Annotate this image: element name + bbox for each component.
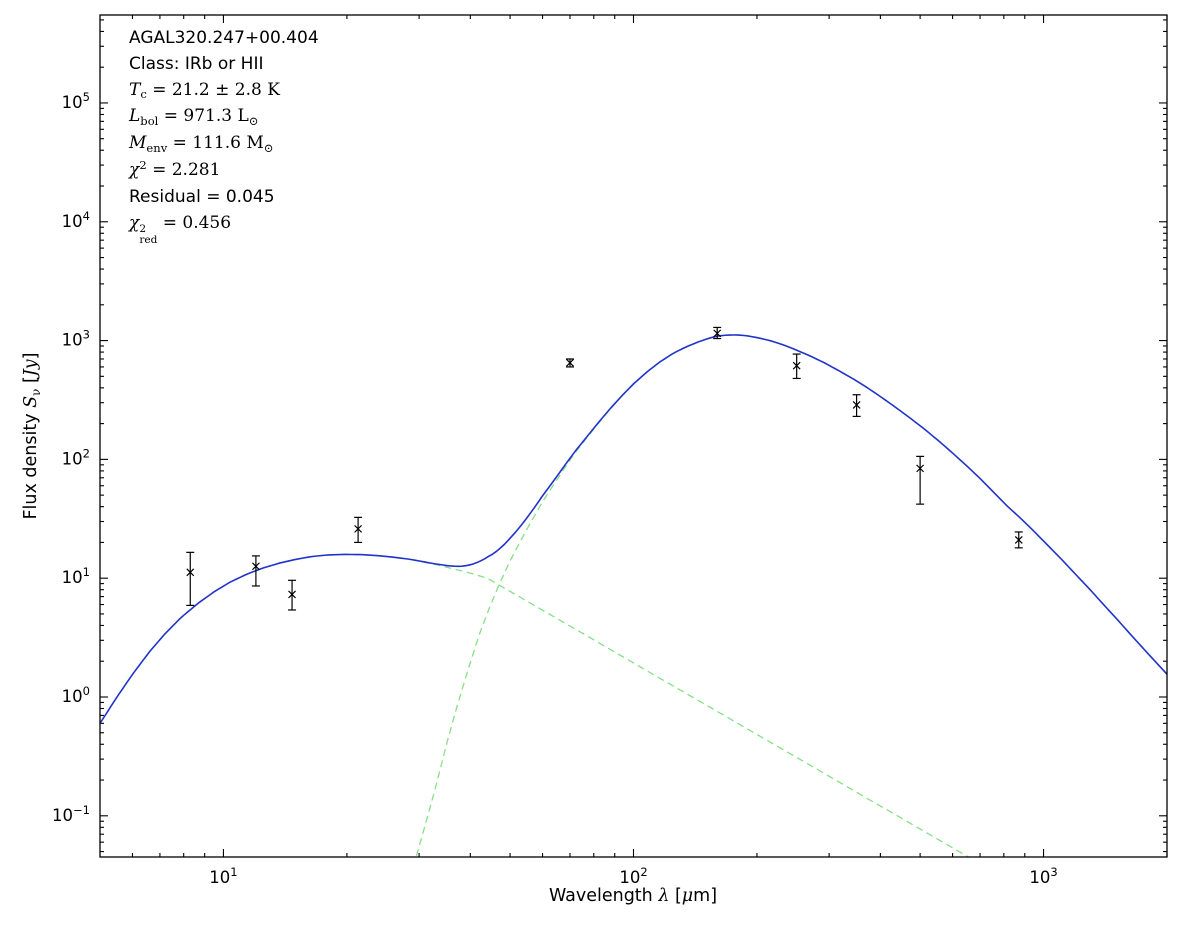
annotation-envelope-mass: Menv = 111.6 M⊙ (129, 133, 274, 155)
data-point (186, 551, 195, 607)
stacked-script: 2 red (139, 223, 158, 247)
x-axis-tick-labels: 101 102 103 (209, 865, 1057, 887)
annotation-chi-squared: χ2 = 2.281 (129, 158, 221, 180)
axis-ticks (100, 15, 1168, 857)
data-point (354, 516, 363, 544)
annotation-residual: Residual = 0.045 (129, 186, 275, 207)
x-tick-label: 101 (209, 865, 237, 887)
y-tick-label: 100 (62, 684, 90, 706)
y-tick-label: 102 (62, 446, 90, 468)
x-tick-label: 102 (619, 865, 647, 887)
annotation-chi-squared-reduced: χ 2 red = 0.456 (129, 212, 232, 247)
y-tick-label: 101 (62, 565, 90, 587)
axes-frame (99, 14, 1168, 858)
data-point (1014, 531, 1023, 549)
warm-component-model-curve (100, 553, 970, 857)
data-point (713, 326, 722, 340)
annotation-source-name: AGAL320.247+00.404 (129, 28, 319, 48)
y-axis-tick-labels: 10−1 100 101 102 103 104 105 (52, 90, 90, 825)
y-axis-label: Flux density Sν [Jy] (21, 352, 43, 520)
data-point (852, 394, 861, 418)
total-model-curve (100, 334, 1167, 724)
annotation-dust-temperature: Tc = 21.2 ± 2.8 K (129, 79, 280, 102)
x-tick-label: 103 (1029, 865, 1057, 887)
y-tick-label: 10−1 (52, 803, 90, 825)
y-tick-label: 104 (62, 209, 90, 231)
y-tick-label: 105 (62, 90, 90, 112)
data-point (916, 455, 925, 505)
photometry-points (186, 326, 1023, 611)
x-axis-label: Wavelength λ [μm] (548, 886, 718, 906)
fit-annotation-block: AGAL320.247+00.404 Class: IRb or HII Tc = … (129, 26, 319, 246)
data-point (792, 353, 801, 380)
data-point (288, 579, 297, 611)
data-point (565, 358, 574, 368)
annotation-bolometric-luminosity: Lbol = 971.3 L⊙ (129, 106, 259, 128)
annotation-source-class: Class: IRb or HII (129, 53, 264, 74)
y-tick-label: 103 (62, 328, 90, 350)
data-point (251, 555, 260, 587)
